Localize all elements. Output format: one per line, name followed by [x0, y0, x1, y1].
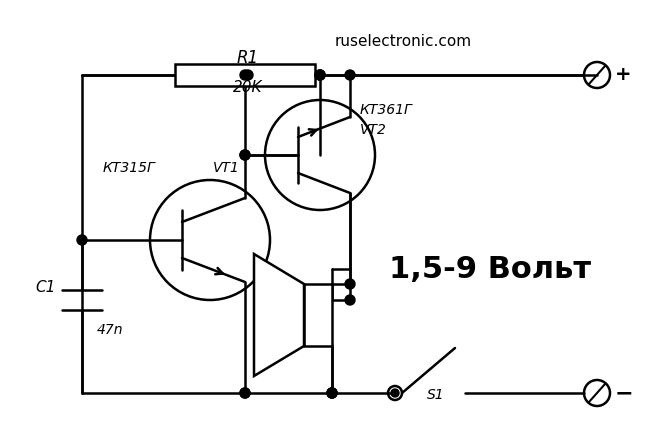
Circle shape: [345, 295, 355, 305]
Text: +: +: [615, 65, 632, 84]
Circle shape: [391, 389, 399, 397]
Text: КТ361Г: КТ361Г: [360, 103, 413, 117]
Circle shape: [240, 388, 250, 398]
Text: 47n: 47n: [97, 323, 123, 337]
Circle shape: [327, 388, 337, 398]
Circle shape: [315, 70, 325, 80]
Bar: [304, 284, 332, 346]
Circle shape: [315, 70, 325, 80]
Circle shape: [345, 279, 355, 289]
Text: 20K: 20K: [233, 81, 263, 96]
Circle shape: [327, 388, 337, 398]
Circle shape: [327, 388, 337, 398]
Text: C1: C1: [36, 281, 56, 295]
Text: S1: S1: [427, 388, 445, 402]
Text: −: −: [615, 383, 634, 403]
Circle shape: [240, 150, 250, 160]
Text: КТ315Г: КТ315Г: [103, 161, 156, 175]
Circle shape: [315, 70, 325, 80]
Circle shape: [77, 235, 87, 245]
Circle shape: [240, 70, 250, 80]
Text: ruselectronic.com: ruselectronic.com: [335, 35, 472, 49]
Polygon shape: [254, 254, 304, 376]
Circle shape: [243, 70, 253, 80]
Circle shape: [345, 70, 355, 80]
Text: VT2: VT2: [360, 123, 387, 137]
Circle shape: [240, 388, 250, 398]
Text: R1: R1: [237, 49, 259, 67]
Text: 1,5-9 Вольт: 1,5-9 Вольт: [389, 255, 591, 284]
Text: VT1: VT1: [213, 161, 240, 175]
Circle shape: [240, 150, 250, 160]
Bar: [175, 64, 315, 86]
